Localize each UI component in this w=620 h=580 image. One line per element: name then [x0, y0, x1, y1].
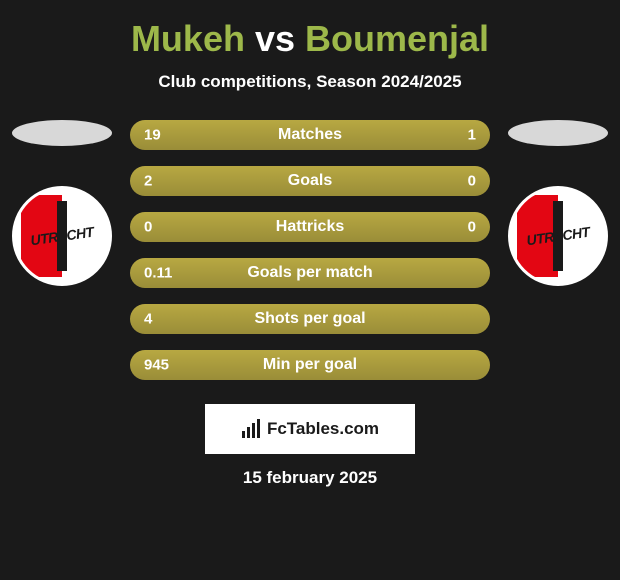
- stat-row: Matches 19 1: [130, 120, 490, 150]
- bar-value-left: 2: [144, 173, 152, 190]
- subtitle: Club competitions, Season 2024/2025: [0, 72, 620, 92]
- player2-ellipse: [508, 120, 608, 146]
- bar-value-left: 945: [144, 357, 169, 374]
- bar-value-left: 0.11: [144, 265, 172, 282]
- bar-label: Goals: [288, 172, 332, 190]
- bar-value-right: 0: [468, 173, 476, 190]
- stat-bars: Matches 19 1 Goals 2 0 Hattricks 0 0 Goals per ma…: [130, 120, 490, 380]
- player1-club-logo: UTRECHT: [12, 186, 112, 286]
- stat-row: Min per goal 945: [130, 350, 490, 380]
- bar-label: Hattricks: [276, 218, 344, 236]
- player1-name: Mukeh: [131, 18, 245, 59]
- stat-row: Shots per goal 4: [130, 304, 490, 334]
- comparison-card: Mukeh vs Boumenjal Club competitions, Se…: [0, 0, 620, 498]
- bar-label: Matches: [278, 126, 342, 144]
- bar-label: Shots per goal: [254, 310, 365, 328]
- player2-name: Boumenjal: [305, 18, 489, 59]
- stat-row: Hattricks 0 0: [130, 212, 490, 242]
- bar-value-right: 0: [468, 219, 476, 236]
- left-side: UTRECHT: [12, 120, 112, 286]
- footer-badge: FcTables.com: [205, 404, 415, 454]
- stat-row: Goals per match 0.11: [130, 258, 490, 288]
- footer-date: 15 february 2025: [0, 468, 620, 488]
- main-content: UTRECHT Matches191Goals20Hattricks00Goal…: [0, 120, 620, 380]
- bar-label: Goals per match: [247, 264, 372, 282]
- bar-value-right: 1: [468, 127, 476, 144]
- chart-icon: [241, 419, 261, 439]
- footer-site: FcTables.com: [267, 419, 379, 439]
- bar-label: Min per goal: [263, 356, 357, 374]
- right-side: UTRECHT: [508, 120, 608, 286]
- bar-value-left: 19: [144, 127, 161, 144]
- page-title: Mukeh vs Boumenjal: [0, 18, 620, 60]
- bar-fill-right: [436, 120, 490, 150]
- player1-ellipse: [12, 120, 112, 146]
- player2-club-logo: UTRECHT: [508, 186, 608, 286]
- vs-text: vs: [255, 18, 295, 59]
- bar-value-left: 0: [144, 219, 152, 236]
- stat-row: Goals 2 0: [130, 166, 490, 196]
- bar-value-left: 4: [144, 311, 152, 328]
